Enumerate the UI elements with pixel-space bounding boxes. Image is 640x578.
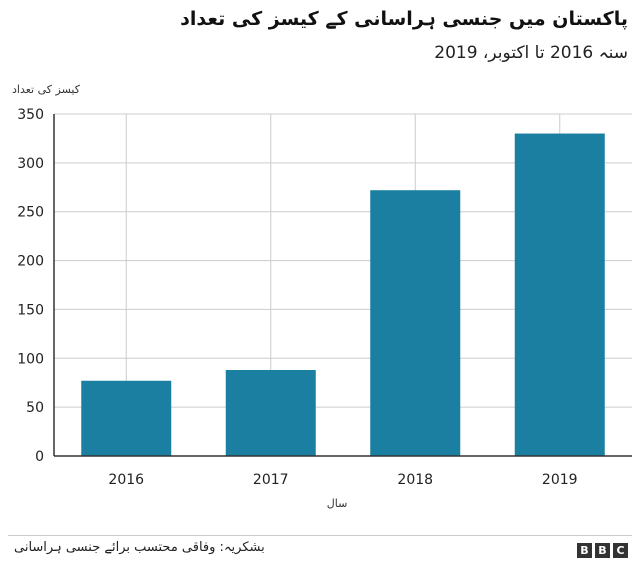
bbc-logo-letter-3: C <box>613 543 628 558</box>
y-tick-label: 0 <box>35 449 44 465</box>
y-tick-label: 50 <box>26 400 44 416</box>
y-tick-label: 250 <box>17 205 44 221</box>
bar-2016 <box>81 380 172 456</box>
bar-2018 <box>370 190 461 456</box>
bbc-logo-letter-2: B <box>595 543 610 558</box>
x-tick-label: 2016 <box>108 472 144 488</box>
bbc-logo: B B C <box>577 543 628 558</box>
footer-divider <box>8 535 632 536</box>
y-axis-label: کیسز کی تعداد <box>12 83 80 96</box>
x-tick-label: 2018 <box>397 472 433 488</box>
chart-subtitle: سنہ 2016 تا اکتوبر، 2019 <box>434 43 628 63</box>
x-axis-label: سال <box>327 497 348 510</box>
y-tick-label: 100 <box>17 351 44 367</box>
source-note: بشکریہ: وفاقی محتسب برائے جنسی ہراسانی <box>14 540 265 555</box>
bar-2017 <box>225 370 316 456</box>
x-tick-label: 2017 <box>253 472 289 488</box>
y-tick-label: 300 <box>17 156 44 172</box>
x-tick-label: 2019 <box>542 472 578 488</box>
bbc-logo-letter-1: B <box>577 543 592 558</box>
chart-title: پاکستان میں جنسی ہراسانی کے کیسز کی تعدا… <box>180 8 628 30</box>
y-tick-label: 150 <box>17 302 44 318</box>
y-tick-label: 200 <box>17 254 44 270</box>
bar-2019 <box>514 133 605 457</box>
y-tick-label: 350 <box>17 107 44 123</box>
